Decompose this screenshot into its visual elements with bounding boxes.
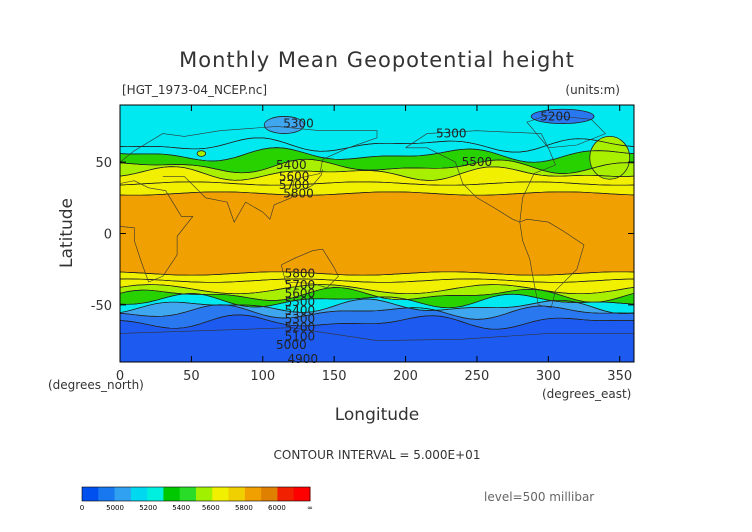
contour-label: 5800 bbox=[283, 187, 314, 201]
contour-label: 5800 bbox=[285, 266, 316, 280]
colorbar-tick-label: 0 bbox=[80, 504, 84, 512]
contour-label: 5500 bbox=[462, 155, 493, 169]
contour-label: 5700 bbox=[285, 278, 316, 292]
x-unit-label: (degrees_east) bbox=[542, 387, 631, 401]
y-axis-label: Latitude bbox=[57, 198, 77, 268]
colorbar-frame bbox=[81, 486, 311, 502]
contour-line bbox=[120, 284, 634, 295]
coastline bbox=[120, 327, 634, 341]
units-label: (units:m) bbox=[565, 83, 620, 97]
file-label: [HGT_1973-04_NCEP.nc] bbox=[122, 83, 267, 97]
x-tick-label: 150 bbox=[322, 369, 347, 384]
contour-label: 5200 bbox=[285, 321, 316, 335]
contour-label: 5400 bbox=[285, 304, 316, 318]
y-unit-label: (degrees_north) bbox=[48, 378, 144, 392]
contour-line bbox=[120, 314, 634, 330]
contour-label: 5300 bbox=[285, 312, 316, 326]
contour-label: 5100 bbox=[285, 329, 316, 343]
colorbar-swatch bbox=[212, 487, 230, 501]
y-tick-label: 50 bbox=[95, 156, 112, 171]
contour-label: 5500 bbox=[285, 295, 316, 309]
colorbar-swatch bbox=[244, 487, 262, 501]
y-tick-label: -50 bbox=[91, 299, 112, 314]
contour-blob bbox=[196, 150, 207, 157]
chart-title: Monthly Mean Geopotential height bbox=[179, 48, 575, 72]
colorbar-tick-label: 6000 bbox=[268, 504, 286, 512]
x-tick-label: 0 bbox=[116, 369, 124, 384]
x-axis: 0 50 100 150 200 250 300 350 bbox=[116, 105, 632, 384]
colorbar: 0 5000 5200 5400 5600 5800 6000 ∞ bbox=[80, 486, 313, 512]
x-tick-label: 250 bbox=[465, 369, 490, 384]
contour-lines bbox=[120, 137, 634, 330]
contour-line bbox=[120, 293, 634, 309]
contour-line bbox=[120, 147, 634, 163]
coastline bbox=[305, 169, 323, 190]
colorbar-tick-label: 5800 bbox=[235, 504, 253, 512]
colorbar-tick-label: ∞ bbox=[307, 504, 313, 512]
colorbar-swatch bbox=[82, 487, 99, 501]
coastline bbox=[281, 248, 339, 289]
contour-interval-text: CONTOUR INTERVAL = 5.000E+01 bbox=[274, 448, 481, 462]
contour-label: 5300 bbox=[436, 127, 467, 141]
contour-label: 5700 bbox=[279, 178, 310, 192]
contour-line bbox=[120, 287, 634, 303]
coastlines bbox=[120, 114, 634, 341]
level-text: level=500 millibar bbox=[484, 490, 594, 504]
x-tick-label: 200 bbox=[393, 369, 418, 384]
colorbar-swatch bbox=[228, 487, 246, 501]
colorbar-tick-label: 5000 bbox=[106, 504, 124, 512]
colorbar-tick-label: 5400 bbox=[172, 504, 190, 512]
contour-line bbox=[120, 278, 634, 283]
x-tick-label: 50 bbox=[183, 369, 200, 384]
colorbar-swatch bbox=[277, 487, 295, 501]
contour-band bbox=[120, 191, 634, 276]
colorbar-swatch bbox=[293, 487, 311, 501]
contour-line bbox=[120, 304, 634, 320]
colorbar-swatch bbox=[163, 487, 181, 501]
contour-line bbox=[120, 298, 634, 314]
contour-line bbox=[120, 181, 634, 186]
contour-line bbox=[120, 166, 634, 181]
y-axis: -50 0 50 bbox=[91, 156, 634, 314]
coastline bbox=[120, 180, 194, 283]
contour-label: 5600 bbox=[279, 169, 310, 183]
contour-blob bbox=[263, 116, 305, 134]
coastline bbox=[519, 218, 585, 309]
coastline bbox=[526, 114, 606, 149]
x-tick-label: 350 bbox=[607, 369, 632, 384]
contour-label: 4900 bbox=[287, 352, 318, 366]
coastline bbox=[120, 126, 378, 223]
x-tick-label: 300 bbox=[536, 369, 561, 384]
colorbar-swatch bbox=[114, 487, 132, 501]
colorbar-swatch bbox=[98, 487, 116, 501]
contour-label: 5400 bbox=[276, 158, 307, 172]
x-axis-label: Longitude bbox=[335, 405, 420, 425]
contour-label: 5000 bbox=[276, 338, 307, 352]
contour-line bbox=[120, 158, 634, 174]
contour-label: 5200 bbox=[540, 109, 571, 123]
y-tick-label: 0 bbox=[104, 228, 112, 243]
contour-line bbox=[120, 191, 634, 196]
colorbar-swatch bbox=[147, 487, 164, 501]
colorbar-tick-label: 5200 bbox=[139, 504, 157, 512]
contour-label: 5300 bbox=[283, 117, 314, 131]
colorbar-swatch bbox=[261, 487, 278, 501]
contour-label: 5600 bbox=[285, 286, 316, 300]
contour-blob bbox=[589, 136, 631, 180]
contour-line bbox=[120, 137, 634, 153]
x-tick-label: 100 bbox=[250, 369, 275, 384]
coastline bbox=[405, 130, 556, 223]
colorbar-swatch bbox=[130, 487, 148, 501]
contour-line bbox=[120, 271, 634, 276]
colorbar-tick-label: 5600 bbox=[202, 504, 220, 512]
colorbar-swatch bbox=[196, 487, 213, 501]
colorbar-swatch bbox=[179, 487, 197, 501]
